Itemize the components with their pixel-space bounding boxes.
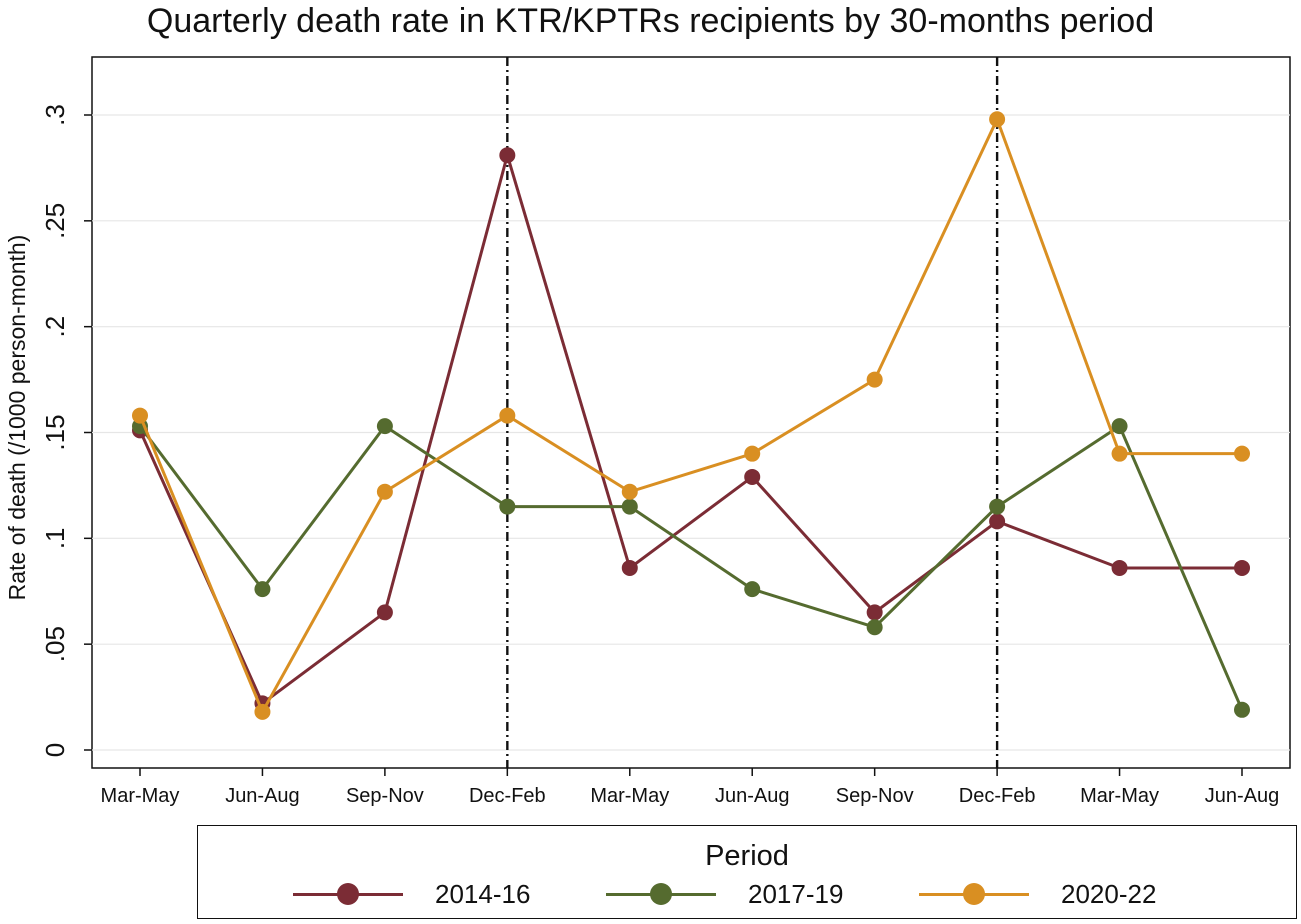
point-2017-19-4 bbox=[621, 498, 638, 515]
point-2014-16-5 bbox=[744, 468, 761, 485]
legend-item-series-3: 2020-22 bbox=[919, 876, 1156, 912]
point-2020-22-7 bbox=[989, 111, 1006, 128]
y-tick-label-2: .1 bbox=[40, 527, 70, 549]
y-axis-label: Rate of death (/1000 person-month) bbox=[4, 235, 30, 601]
legend-label-series-2: 2017-19 bbox=[748, 878, 844, 909]
point-2020-22-5 bbox=[744, 445, 761, 462]
legend-items: 2014-16 2017-19 2020-22 bbox=[198, 876, 1296, 912]
point-2014-16-2 bbox=[376, 604, 393, 621]
x-tick-label-2: Sep-Nov bbox=[346, 785, 424, 807]
x-tick-label-7: Dec-Feb bbox=[959, 785, 1036, 807]
legend-marker-series-1 bbox=[337, 883, 359, 905]
x-tick-label-6: Sep-Nov bbox=[836, 785, 914, 807]
x-tick-label-5: Jun-Aug bbox=[715, 785, 790, 807]
series-line-2020-22 bbox=[138, 117, 1242, 714]
y-tick-label-4: .2 bbox=[40, 316, 70, 338]
legend-label-series-1: 2014-16 bbox=[435, 878, 531, 909]
series-line-2017-19 bbox=[138, 424, 1244, 711]
point-2017-19-8 bbox=[1111, 418, 1128, 435]
y-tick-label-1: .05 bbox=[40, 626, 70, 662]
legend-marker-series-2 bbox=[650, 883, 672, 905]
point-2020-22-2 bbox=[376, 483, 393, 500]
series-line-2014-16 bbox=[138, 153, 1242, 705]
point-2020-22-6 bbox=[866, 371, 883, 388]
plot-frame bbox=[91, 56, 1291, 769]
chart-title: Quarterly death rate in KTR/KPTRs recipi… bbox=[146, 2, 1155, 40]
point-2014-16-3 bbox=[499, 147, 516, 164]
point-2017-19-2 bbox=[376, 418, 393, 435]
legend-swatch-series-3 bbox=[919, 879, 1029, 909]
y-tick-label-6: .3 bbox=[40, 104, 70, 126]
x-tick-label-9: Jun-Aug bbox=[1205, 785, 1280, 807]
y-tick-label-3: .15 bbox=[40, 414, 70, 450]
point-2020-22-8 bbox=[1111, 445, 1128, 462]
point-2014-16-6 bbox=[866, 604, 883, 621]
x-tick-label-0: Mar-May bbox=[101, 785, 180, 807]
y-tick-label-5: .25 bbox=[40, 203, 70, 239]
point-2020-22-9 bbox=[1234, 445, 1250, 462]
legend-title: Period bbox=[705, 840, 789, 872]
point-2017-19-7 bbox=[989, 498, 1006, 515]
x-tick-label-8: Mar-May bbox=[1080, 785, 1159, 807]
point-2017-19-6 bbox=[866, 619, 883, 636]
point-2014-16-7 bbox=[989, 513, 1006, 530]
point-2014-16-9 bbox=[1234, 559, 1250, 576]
legend-swatch-series-2 bbox=[606, 879, 716, 909]
y-tick-label-0: 0 bbox=[40, 743, 70, 757]
point-2014-16-8 bbox=[1111, 559, 1128, 576]
x-tick-label-4: Mar-May bbox=[590, 785, 669, 807]
point-2020-22-1 bbox=[254, 703, 271, 720]
point-2014-16-4 bbox=[621, 559, 638, 576]
legend-item-series-2: 2017-19 bbox=[606, 876, 843, 912]
point-2020-22-0 bbox=[132, 407, 148, 424]
point-2017-19-3 bbox=[499, 498, 516, 515]
x-tick-label-3: Dec-Feb bbox=[469, 785, 546, 807]
point-2017-19-5 bbox=[744, 581, 761, 598]
legend: Period 2014-16 2017-19 bbox=[197, 825, 1297, 919]
point-2020-22-3 bbox=[499, 407, 516, 424]
point-2017-19-1 bbox=[254, 581, 271, 598]
point-2017-19-9 bbox=[1234, 701, 1250, 718]
legend-swatch-series-1 bbox=[293, 879, 403, 909]
legend-label-series-3: 2020-22 bbox=[1061, 878, 1157, 909]
point-2020-22-4 bbox=[621, 483, 638, 500]
legend-item-series-1: 2014-16 bbox=[293, 876, 530, 912]
x-tick-label-1: Jun-Aug bbox=[225, 785, 300, 807]
legend-marker-series-3 bbox=[963, 883, 985, 905]
